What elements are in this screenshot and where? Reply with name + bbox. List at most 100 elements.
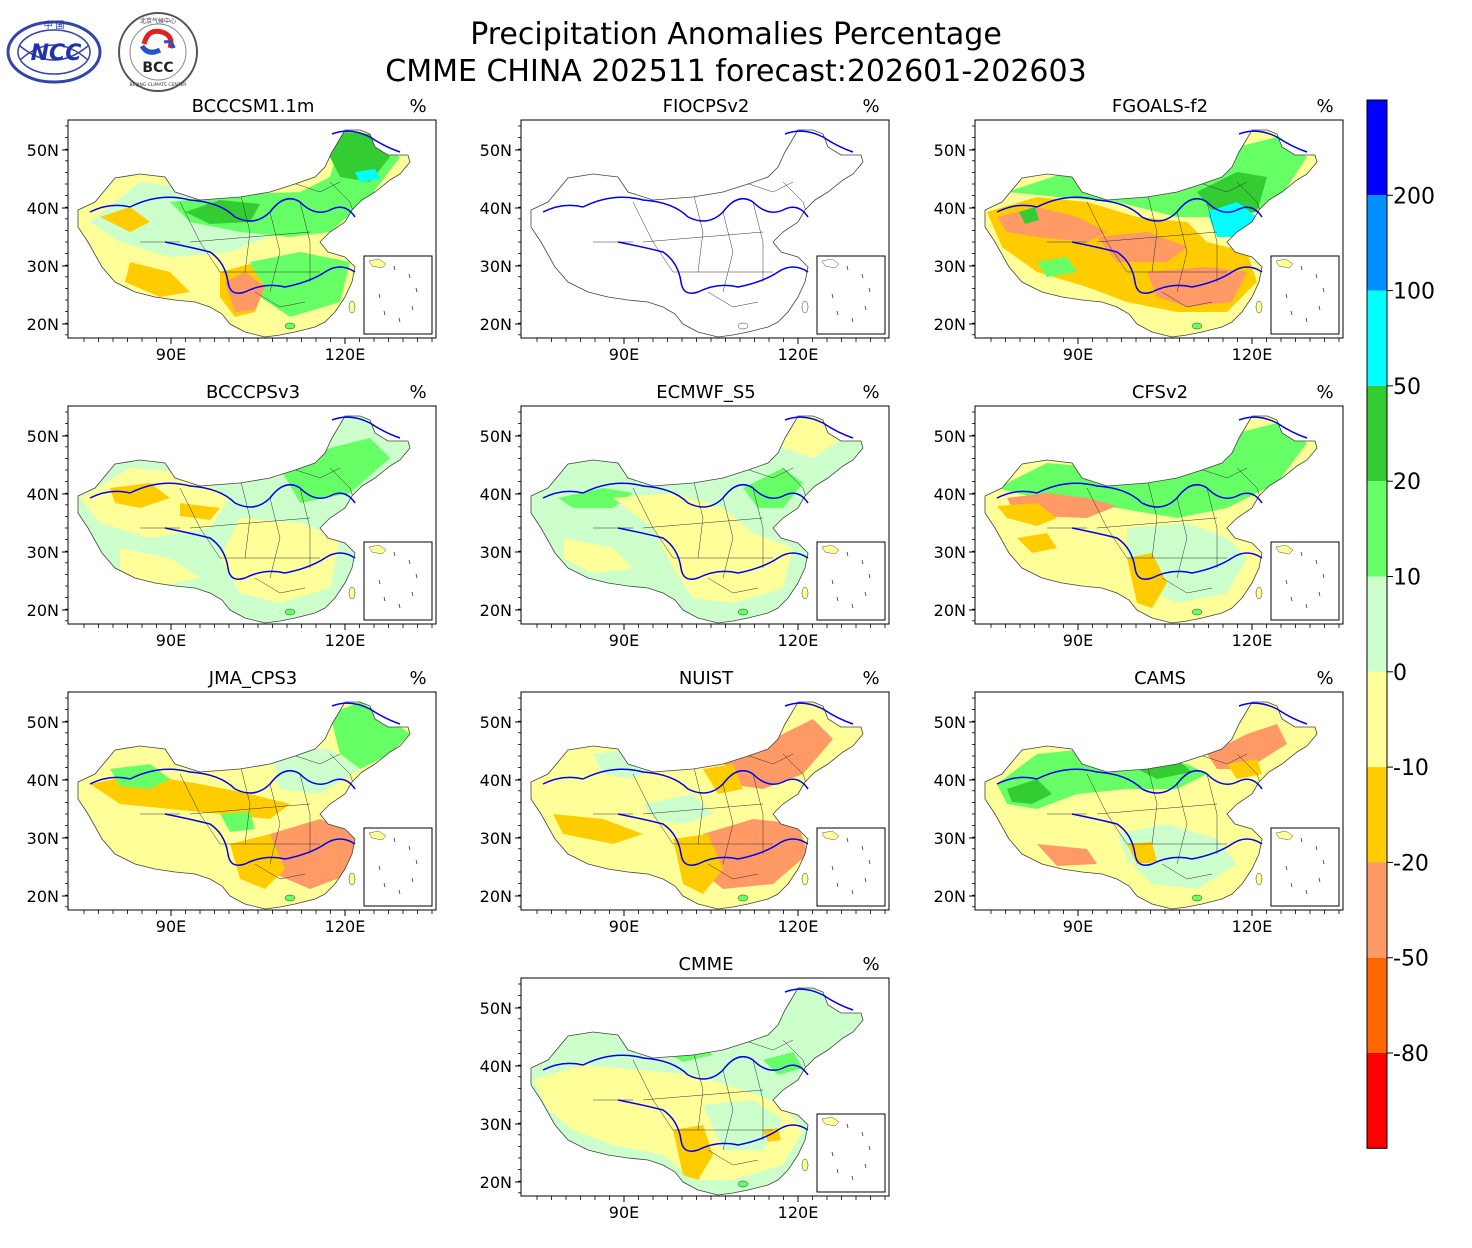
province-boundary bbox=[1086, 487, 1128, 559]
map-panel: FIOCPSv2 % 50N 40N 30N 20N 90E 120E bbox=[480, 96, 890, 364]
panel-unit-label: % bbox=[1316, 668, 1333, 689]
province-boundary bbox=[742, 467, 794, 479]
lat-tick-label: 20N bbox=[27, 601, 59, 620]
lon-tick-label: 120E bbox=[778, 345, 819, 364]
province-boundaries bbox=[1047, 181, 1268, 308]
anomaly-region bbox=[1037, 257, 1077, 277]
province-boundary bbox=[692, 1049, 704, 1131]
nine-dash-segment bbox=[831, 865, 834, 871]
province-boundary bbox=[742, 753, 794, 765]
province-boundary bbox=[179, 201, 221, 273]
south-china-sea-inset bbox=[1270, 827, 1340, 907]
map-frame: 50N 40N 30N 20N 90E 120E bbox=[480, 977, 890, 1222]
inset-coast bbox=[1275, 830, 1294, 841]
nine-dash-segment bbox=[411, 305, 414, 311]
province-boundary bbox=[1176, 783, 1188, 865]
colorbar-segment bbox=[1367, 671, 1387, 768]
map-frame: 50N 40N 30N 20N 90E 120E bbox=[934, 119, 1344, 364]
china-field bbox=[530, 415, 864, 624]
nine-dash-segment bbox=[415, 287, 418, 293]
hainan-island bbox=[737, 322, 749, 330]
province-boundary bbox=[752, 201, 764, 282]
lon-tick-label: 90E bbox=[156, 917, 186, 936]
inset-frame bbox=[363, 541, 433, 621]
lon-tick-label: 90E bbox=[609, 631, 639, 650]
nine-dash-segment bbox=[864, 1163, 867, 1169]
province-boundary bbox=[179, 487, 221, 559]
map-panel: CFSv2 % 50N 40N 30N 20N 90E 120E bbox=[934, 382, 1344, 650]
inset-frame bbox=[816, 255, 886, 335]
nine-dash-segment bbox=[1315, 845, 1318, 851]
lat-tick-label: 50N bbox=[934, 141, 966, 160]
river bbox=[129, 482, 356, 508]
province-boundary bbox=[632, 487, 674, 559]
province-boundary bbox=[1146, 477, 1158, 559]
colorbar-label: -80 bbox=[1393, 1042, 1429, 1067]
province-boundary bbox=[239, 191, 251, 273]
river bbox=[784, 416, 854, 439]
inset-frame bbox=[1270, 541, 1340, 621]
nine-dash-segment bbox=[846, 1123, 849, 1129]
province-boundary bbox=[632, 1059, 674, 1131]
province-boundaries bbox=[593, 753, 814, 880]
nine-dash-segment bbox=[864, 591, 867, 597]
anomaly-region bbox=[270, 749, 360, 794]
colorbar-segment bbox=[1367, 195, 1387, 291]
nine-dash-segment bbox=[415, 573, 418, 579]
river bbox=[164, 527, 356, 580]
panel-title: JMA_CPS3 bbox=[208, 668, 297, 689]
panel-title: CFSv2 bbox=[1132, 382, 1188, 403]
province-boundary bbox=[752, 1059, 764, 1140]
lat-tick-label: 20N bbox=[934, 315, 966, 334]
river bbox=[331, 416, 401, 439]
river bbox=[784, 702, 854, 725]
lat-tick-label: 40N bbox=[934, 771, 966, 790]
south-china-sea-inset bbox=[363, 827, 433, 907]
colorbar-segment bbox=[1367, 1053, 1387, 1149]
province-boundary bbox=[1161, 577, 1213, 594]
hainan-island bbox=[1191, 608, 1203, 616]
river bbox=[542, 1062, 584, 1071]
province-boundary bbox=[1086, 773, 1128, 845]
province-boundaries bbox=[593, 467, 814, 594]
anomaly-region bbox=[100, 207, 150, 232]
colorbar-segment bbox=[1367, 385, 1387, 482]
lat-tick-label: 20N bbox=[934, 887, 966, 906]
province-boundary bbox=[269, 211, 281, 293]
anomaly-region bbox=[220, 812, 255, 832]
nine-dash-segment bbox=[831, 1151, 834, 1157]
hainan-island bbox=[737, 894, 749, 902]
lon-tick-label: 120E bbox=[1232, 917, 1273, 936]
anomaly-region bbox=[643, 794, 713, 824]
hainan-island bbox=[737, 608, 749, 616]
river bbox=[89, 776, 131, 785]
lat-tick-label: 40N bbox=[27, 485, 59, 504]
lon-tick-label: 90E bbox=[1063, 345, 1093, 364]
colorbar-segment bbox=[1367, 767, 1387, 863]
map-panel: CMME % 50N 40N 30N 20N 90E 120E bbox=[480, 954, 890, 1222]
province-boundaries bbox=[140, 181, 361, 308]
anomaly-region bbox=[1037, 844, 1097, 866]
south-china-sea-inset bbox=[1270, 255, 1340, 335]
nine-dash-segment bbox=[1285, 865, 1288, 871]
panel-title: ECMWF_S5 bbox=[656, 382, 756, 403]
province-boundary bbox=[1096, 517, 1218, 529]
province-boundary bbox=[752, 773, 764, 854]
anomaly-region bbox=[1207, 724, 1287, 769]
lon-tick-label: 90E bbox=[609, 917, 639, 936]
panel-unit-label: % bbox=[862, 96, 879, 117]
ncc-logo-text: NCC bbox=[31, 41, 82, 66]
nine-dash-segment bbox=[851, 603, 854, 609]
anomaly-region bbox=[997, 503, 1057, 526]
river bbox=[542, 204, 584, 213]
map-frame: 50N 40N 30N 20N 90E 120E bbox=[27, 119, 437, 364]
lat-tick-label: 40N bbox=[480, 1057, 512, 1076]
nine-dash-segment bbox=[383, 882, 386, 888]
colorbar-label: 0 bbox=[1393, 661, 1407, 686]
taiwan-island bbox=[348, 300, 356, 314]
nine-dash-segment bbox=[851, 889, 854, 895]
colorbar-label: 10 bbox=[1393, 566, 1421, 591]
nine-dash-segment bbox=[408, 845, 411, 851]
anomaly-region bbox=[270, 819, 355, 889]
